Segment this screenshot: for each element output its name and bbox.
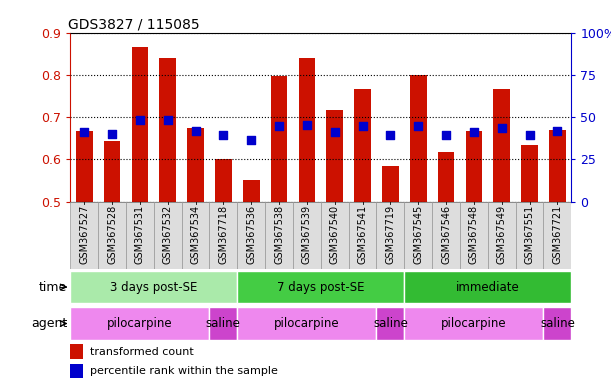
Bar — [437, 152, 455, 202]
FancyBboxPatch shape — [98, 202, 126, 269]
FancyBboxPatch shape — [181, 202, 210, 269]
Text: GSM367540: GSM367540 — [330, 205, 340, 264]
Text: GSM367545: GSM367545 — [413, 205, 423, 264]
Bar — [159, 58, 176, 202]
Text: GSM367546: GSM367546 — [441, 205, 451, 264]
Text: pilocarpine: pilocarpine — [441, 317, 507, 330]
FancyBboxPatch shape — [210, 202, 237, 269]
Point — [330, 129, 340, 136]
FancyBboxPatch shape — [404, 271, 571, 303]
Point — [274, 122, 284, 129]
Point — [219, 132, 229, 138]
Point — [107, 131, 117, 137]
Text: GSM367527: GSM367527 — [79, 205, 89, 264]
Text: pilocarpine: pilocarpine — [274, 317, 340, 330]
FancyBboxPatch shape — [543, 307, 571, 340]
FancyBboxPatch shape — [543, 202, 571, 269]
FancyBboxPatch shape — [237, 271, 404, 303]
FancyBboxPatch shape — [404, 202, 432, 269]
Bar — [521, 145, 538, 202]
Bar — [131, 47, 148, 202]
Text: GSM367528: GSM367528 — [107, 205, 117, 264]
Point — [246, 136, 256, 142]
FancyBboxPatch shape — [349, 202, 376, 269]
FancyBboxPatch shape — [70, 307, 210, 340]
Point — [469, 129, 479, 135]
Bar — [187, 127, 204, 202]
Bar — [76, 131, 92, 202]
Bar — [410, 75, 426, 202]
Text: immediate: immediate — [456, 281, 520, 293]
FancyBboxPatch shape — [237, 307, 376, 340]
FancyBboxPatch shape — [70, 202, 98, 269]
Point — [441, 132, 451, 138]
Bar — [493, 89, 510, 202]
Bar — [326, 109, 343, 202]
Point — [357, 123, 367, 129]
Text: GSM367718: GSM367718 — [218, 205, 229, 264]
Bar — [243, 180, 260, 202]
Text: GDS3827 / 115085: GDS3827 / 115085 — [68, 18, 199, 31]
FancyBboxPatch shape — [70, 271, 237, 303]
Bar — [382, 166, 399, 202]
FancyBboxPatch shape — [126, 202, 154, 269]
Point — [525, 132, 535, 138]
Text: saline: saline — [373, 317, 408, 330]
FancyBboxPatch shape — [210, 307, 237, 340]
Text: saline: saline — [540, 317, 575, 330]
Text: GSM367536: GSM367536 — [246, 205, 256, 264]
Bar — [354, 89, 371, 202]
Text: GSM367534: GSM367534 — [191, 205, 200, 264]
FancyBboxPatch shape — [237, 202, 265, 269]
FancyBboxPatch shape — [376, 307, 404, 340]
Text: GSM367531: GSM367531 — [135, 205, 145, 264]
Text: GSM367719: GSM367719 — [386, 205, 395, 264]
Bar — [70, 364, 83, 378]
Text: GSM367551: GSM367551 — [524, 205, 535, 264]
Text: time: time — [39, 281, 67, 293]
Bar — [549, 130, 566, 202]
Point — [302, 122, 312, 128]
Text: saline: saline — [206, 317, 241, 330]
Text: agent: agent — [31, 317, 67, 330]
Point — [386, 132, 395, 138]
Point — [497, 124, 507, 131]
Text: GSM367538: GSM367538 — [274, 205, 284, 264]
FancyBboxPatch shape — [404, 307, 543, 340]
Text: 7 days post-SE: 7 days post-SE — [277, 281, 365, 293]
Bar — [104, 141, 120, 202]
Point — [163, 118, 172, 124]
FancyBboxPatch shape — [460, 202, 488, 269]
Text: 3 days post-SE: 3 days post-SE — [110, 281, 197, 293]
Point — [135, 117, 145, 123]
FancyBboxPatch shape — [516, 202, 543, 269]
Bar — [215, 159, 232, 202]
FancyBboxPatch shape — [154, 202, 181, 269]
Text: GSM367549: GSM367549 — [497, 205, 507, 264]
Text: GSM367532: GSM367532 — [163, 205, 173, 264]
Bar — [70, 344, 83, 359]
FancyBboxPatch shape — [265, 202, 293, 269]
FancyBboxPatch shape — [293, 202, 321, 269]
Text: percentile rank within the sample: percentile rank within the sample — [90, 366, 278, 376]
FancyBboxPatch shape — [376, 202, 404, 269]
Text: GSM367539: GSM367539 — [302, 205, 312, 264]
Text: GSM367721: GSM367721 — [552, 205, 562, 264]
Point — [413, 123, 423, 129]
Bar — [466, 131, 482, 202]
FancyBboxPatch shape — [321, 202, 349, 269]
Bar — [271, 76, 287, 202]
Text: GSM367541: GSM367541 — [357, 205, 368, 264]
Point — [191, 128, 200, 134]
Point — [552, 128, 562, 134]
Text: GSM367548: GSM367548 — [469, 205, 479, 264]
FancyBboxPatch shape — [488, 202, 516, 269]
Text: transformed count: transformed count — [90, 347, 194, 357]
FancyBboxPatch shape — [432, 202, 460, 269]
Point — [79, 129, 89, 135]
Text: pilocarpine: pilocarpine — [107, 317, 173, 330]
Bar — [299, 58, 315, 202]
